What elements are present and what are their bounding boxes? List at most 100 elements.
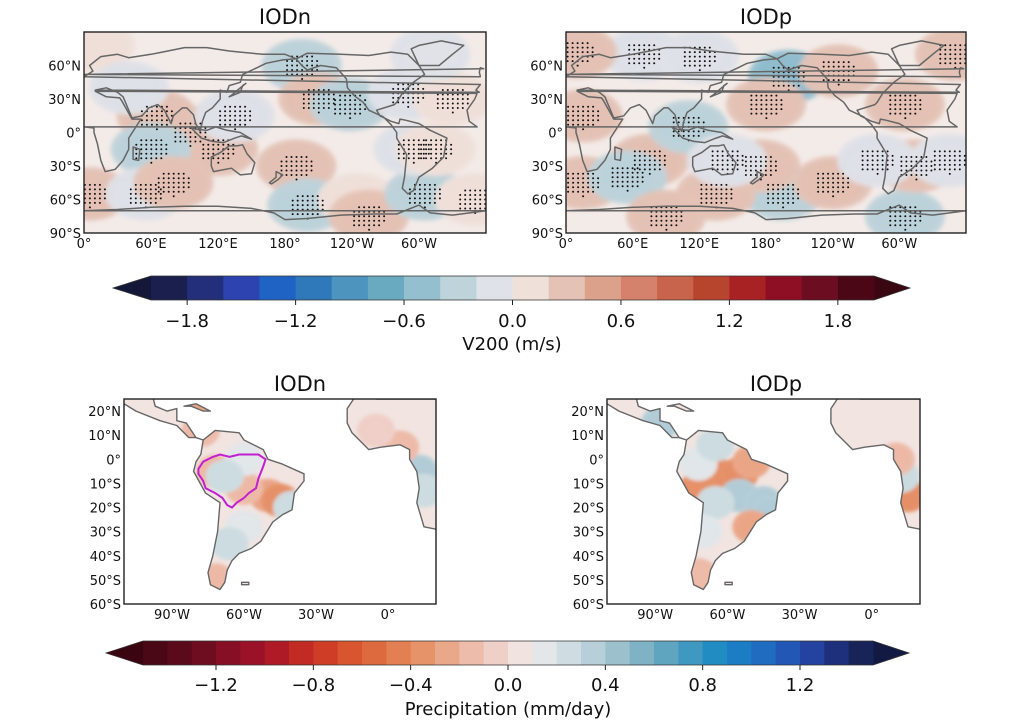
significance-dot [397,148,400,151]
significance-dot [144,183,147,186]
significance-dot [474,189,477,192]
significance-dot [582,114,585,117]
significance-dot [592,119,595,122]
significance-dot [334,99,337,102]
significance-dot [322,98,325,100]
significance-dot [628,48,631,51]
significance-dot [787,201,790,204]
y-tick-label: 30°S [532,160,563,175]
significance-dot [244,105,247,108]
significance-dot [915,174,918,176]
significance-dot [943,163,946,166]
significance-dot [703,55,706,58]
significance-dot [461,98,464,100]
significance-dot [616,180,619,183]
significance-dot [938,163,941,166]
coastline-greenland [890,40,945,67]
significance-dot [842,190,845,193]
significance-dot [780,108,783,111]
significance-dot [697,130,700,133]
significance-dot [900,156,903,158]
significance-dot [430,157,433,160]
significance-dot [832,79,835,82]
significance-dot [165,152,168,155]
significance-dot [103,188,106,191]
significance-dot [736,150,739,153]
significance-dot [582,177,585,180]
significance-dot [677,116,680,119]
significance-dot [165,105,168,108]
significance-dot [321,199,324,202]
coastline-eurasia [566,46,962,133]
significance-dot [847,65,850,68]
significance-dot [291,60,294,62]
coastline-newzealand [268,170,284,185]
significance-dot [155,119,158,122]
significance-dot [204,131,207,134]
significance-dot [765,112,768,115]
significance-dot [938,154,941,157]
significance-dot [412,152,415,155]
significance-dot [474,194,477,196]
significance-dot [165,123,168,126]
significance-dot [787,188,790,191]
significance-dot [162,177,165,180]
significance-dot [358,224,361,227]
significance-dot [157,177,160,180]
significance-dot [88,183,91,186]
significance-dot [244,110,247,113]
significance-dot [744,169,747,172]
significance-dot [194,136,197,138]
significance-dot [571,42,574,45]
significance-dot [750,94,753,97]
significance-dot [167,181,170,184]
significance-dot [871,159,874,162]
significance-dot [417,148,420,151]
significance-dot [232,152,235,155]
significance-dot [408,188,411,191]
significance-dot [683,60,686,63]
colorbar-bins: −1.8 −1.2 −0.6 0.0 0.6 1.2 1.8 [111,275,912,332]
significance-dot [653,44,656,47]
significance-dot [397,83,400,86]
significance-dot [772,66,775,69]
significance-dot [914,206,917,209]
significance-dot [847,186,850,189]
anomaly-contour [659,32,740,84]
significance-dot [407,101,410,104]
significance-dot [363,215,366,218]
significance-dot [451,102,454,105]
significance-dot [79,188,81,190]
significance-dot [155,152,158,155]
significance-dot [296,199,299,202]
significance-dot [948,168,951,171]
significance-dot [199,140,202,143]
significance-dot [894,103,897,106]
significance-dot [170,110,173,113]
significance-dot [909,99,912,102]
significance-dot [317,93,320,96]
significance-dot [959,62,962,65]
significance-dot [643,163,646,166]
significance-dot [777,192,780,195]
coastline-madagascar [614,146,623,162]
significance-dot [698,55,701,58]
colorbar-bin [512,276,550,300]
significance-dot [832,177,835,180]
anomaly-contour [356,413,396,448]
significance-dot [306,195,309,198]
significance-dot [889,99,892,102]
significance-dot [359,94,362,97]
significance-dot [797,197,800,200]
significance-dot [310,165,313,167]
x-tick-label: 120°W [811,237,855,252]
significance-dot [653,150,656,153]
significance-dot [417,87,420,90]
significance-dot [145,157,148,160]
significance-dot [428,188,431,191]
significance-dot [861,159,864,162]
significance-dot [438,197,441,200]
significance-dot [402,157,405,160]
y-tick-label: 50°S [90,574,121,589]
significance-dot [566,46,569,49]
